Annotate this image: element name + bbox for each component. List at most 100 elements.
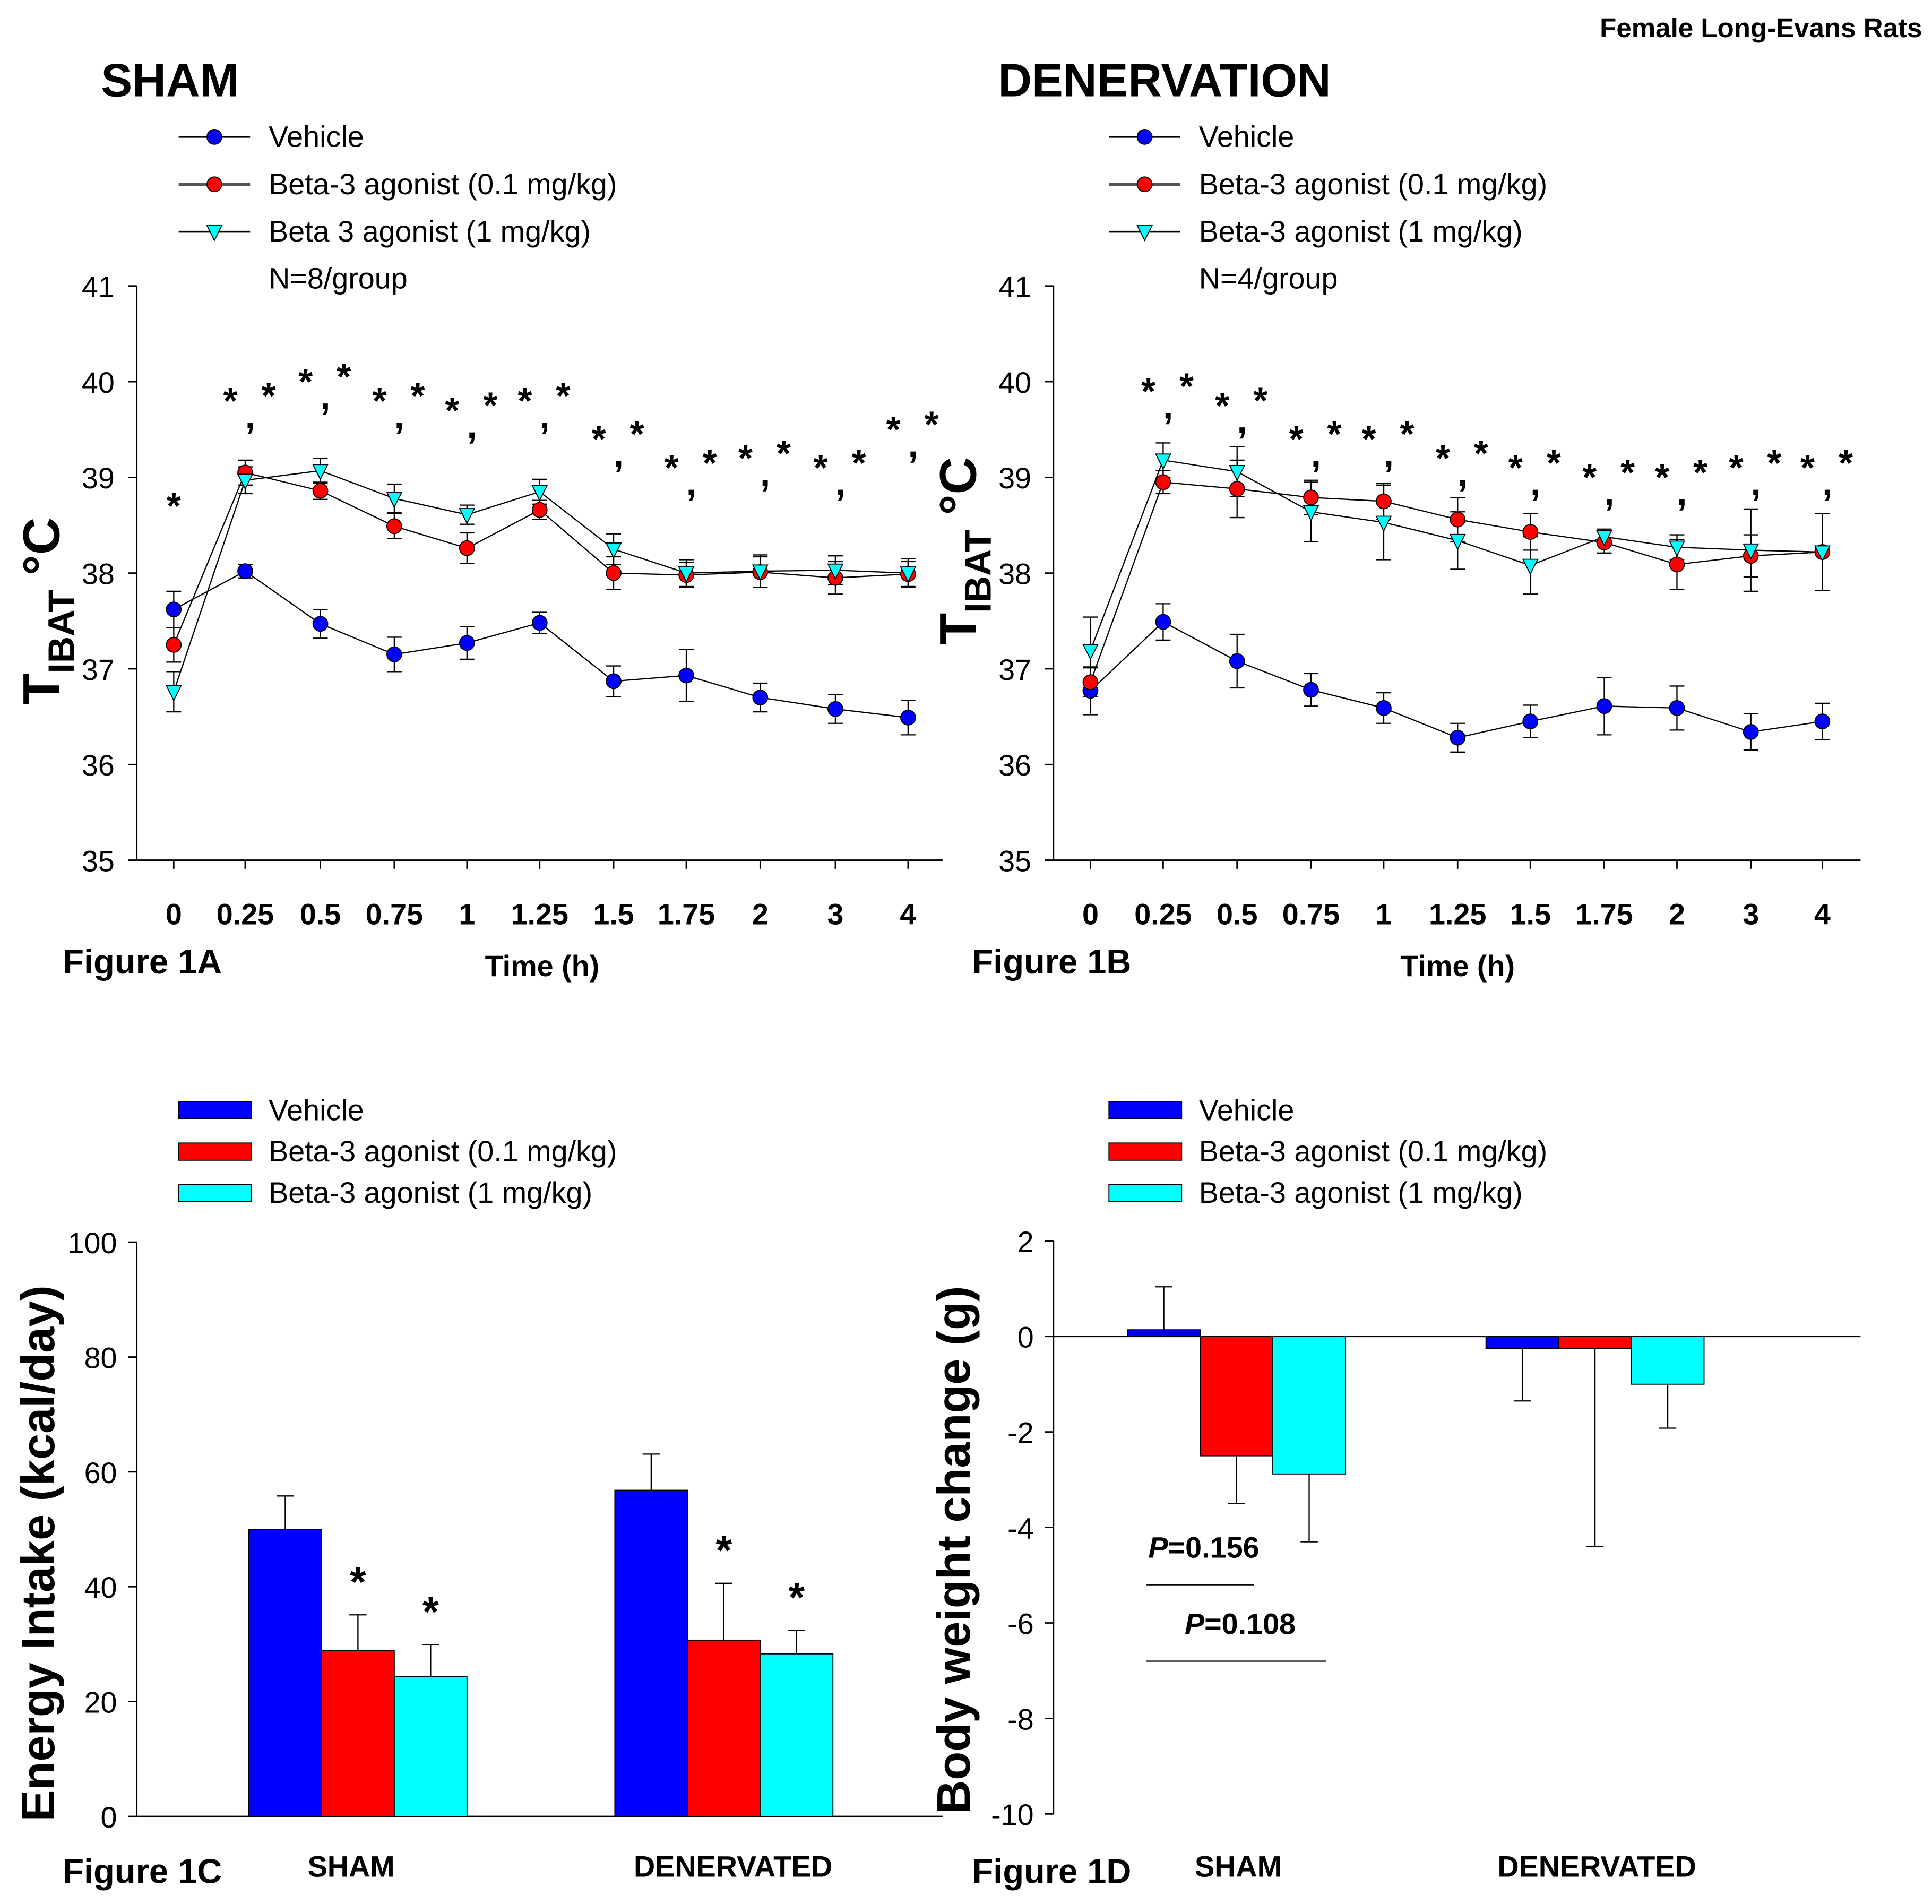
data-point [1303, 489, 1319, 506]
data-point [1375, 515, 1392, 532]
legend-swatch [178, 1184, 252, 1202]
significance-mark: , [467, 404, 477, 446]
y-tick-label: 40 [84, 1571, 117, 1604]
data-point [1669, 540, 1685, 557]
significance-mark: , [760, 452, 770, 494]
data-point [1229, 481, 1245, 497]
y-tick-label: 41 [82, 271, 115, 304]
data-point [312, 464, 329, 481]
bar [321, 1650, 395, 1817]
data-point [312, 483, 329, 499]
data-point [166, 601, 182, 618]
x-tick-label: 3 [827, 898, 843, 931]
legend-label: Vehicle [269, 1093, 364, 1126]
y-tick-label: 0 [1017, 1321, 1034, 1354]
y-tick-label: 2 [1017, 1226, 1034, 1259]
significance-mark: * [372, 380, 387, 421]
legend-marker-low-dose [1136, 176, 1153, 193]
significance-mark: * [410, 375, 425, 417]
data-point [1743, 543, 1760, 560]
p-value-annotation: P=0.108 [1185, 1607, 1296, 1640]
y-tick-label: -8 [1007, 1703, 1034, 1736]
y-tick-label: 40 [998, 366, 1031, 399]
significance-mark: , [908, 424, 918, 465]
figure-label: Figure 1A [63, 942, 222, 981]
x-tick-label: 2 [752, 898, 769, 931]
bar [687, 1639, 761, 1817]
figure-label: Figure 1D [972, 1851, 1132, 1890]
data-point [1814, 545, 1831, 562]
data-point [237, 563, 253, 579]
corner-label: Female Long-Evans Rats [1600, 13, 1922, 43]
significance-mark: * [422, 1589, 439, 1635]
x-tick-label: 0 [166, 898, 182, 931]
significance-mark: * [1767, 442, 1782, 484]
data-point [1082, 674, 1099, 691]
data-point [1449, 533, 1466, 550]
data-point [237, 473, 254, 490]
significance-mark: , [1311, 433, 1321, 475]
significance-mark: * [924, 404, 939, 445]
category-label: SHAM [1195, 1850, 1282, 1883]
data-point [165, 685, 182, 702]
legend-label: Beta-3 agonist (0.1 mg/kg) [269, 1135, 617, 1168]
significance-mark: * [665, 447, 679, 488]
x-tick-label: 0.5 [1217, 898, 1257, 931]
significance-mark: * [483, 385, 498, 426]
series-line-2 [1090, 459, 1823, 651]
sample-size-note: N=4/group [1199, 262, 1338, 295]
significance-mark: , [1163, 385, 1173, 427]
significance-mark: , [1384, 433, 1394, 475]
figure-label: Figure 1C [63, 1851, 222, 1890]
legend-swatch [1108, 1101, 1183, 1119]
significance-mark: , [394, 395, 404, 436]
data-point [1522, 558, 1539, 575]
data-point [459, 508, 476, 525]
x-tick-label: 0.25 [1134, 898, 1192, 931]
legend-marker-high-dose [1136, 225, 1153, 242]
series-line-0 [173, 570, 909, 719]
category-label: DENERVATED [1497, 1850, 1696, 1883]
data-point [678, 566, 695, 583]
significance-mark: , [614, 433, 624, 475]
legend-marker-vehicle [1136, 129, 1153, 145]
legend-label: Vehicle [1199, 120, 1295, 153]
significance-mark: * [556, 375, 571, 417]
data-point [1814, 713, 1831, 729]
data-point [1596, 698, 1612, 714]
y-axis-label: Body weight change (g) [927, 1286, 980, 1814]
legend-marker-vehicle [206, 129, 222, 145]
significance-mark: * [1179, 366, 1194, 407]
y-tick-label: 39 [998, 462, 1031, 495]
legend-label: Beta 3 agonist (1 mg/kg) [269, 215, 591, 248]
significance-mark: * [262, 375, 277, 417]
data-point [312, 616, 329, 632]
panel-1c: Vehicle Beta-3 agonist (0.1 mg/kg) Beta-3 … [12, 1093, 943, 1890]
bar [1272, 1336, 1346, 1475]
significance-mark: * [1327, 413, 1342, 455]
legend-marker-low-dose [206, 176, 222, 193]
significance-mark: * [738, 437, 753, 479]
y-tick-label: -4 [1007, 1512, 1034, 1545]
significance-mark: , [835, 462, 846, 503]
legend-label: Vehicle [269, 120, 364, 153]
data-point [1155, 614, 1171, 630]
significance-mark: * [1693, 452, 1708, 493]
data-point [1450, 729, 1466, 746]
x-tick-label: 1.75 [1575, 898, 1633, 931]
bar [1200, 1336, 1273, 1457]
data-point [606, 565, 622, 581]
x-tick-label: 0.75 [1282, 898, 1340, 931]
significance-mark: * [1547, 442, 1562, 484]
x-tick-label: 0 [1082, 898, 1099, 931]
x-axis-label: Time (h) [1400, 950, 1515, 983]
legend-swatch [178, 1142, 252, 1161]
significance-mark: * [851, 442, 866, 484]
series-line-0 [1090, 621, 1823, 738]
data-point [531, 615, 548, 631]
data-point [900, 566, 917, 583]
significance-mark: * [1508, 447, 1523, 488]
significance-mark: * [167, 485, 182, 527]
data-point [1082, 644, 1099, 661]
data-point [1376, 493, 1392, 510]
